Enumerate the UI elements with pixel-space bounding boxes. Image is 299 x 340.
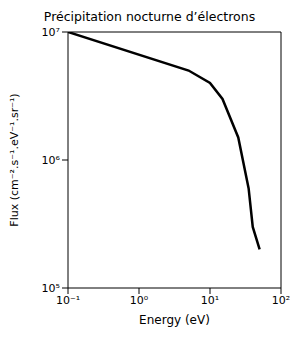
svg-text:10⁰: 10⁰ [130,294,149,307]
svg-text:10⁷: 10⁷ [42,26,60,39]
svg-text:10⁶: 10⁶ [42,154,61,167]
svg-text:Flux (cm⁻².s⁻¹.eV⁻¹.sr⁻¹): Flux (cm⁻².s⁻¹.eV⁻¹.sr⁻¹) [8,93,21,226]
svg-text:10⁵: 10⁵ [42,282,60,295]
svg-text:10¹: 10¹ [201,294,219,307]
html-text:Précipitation nocturne d’élect: Précipitation nocturne d’électrons [43,9,256,24]
svg-text:10²: 10² [272,294,290,307]
svg-text:Energy (eV): Energy (eV) [139,313,210,327]
svg-text:10⁻¹: 10⁻¹ [56,294,80,307]
